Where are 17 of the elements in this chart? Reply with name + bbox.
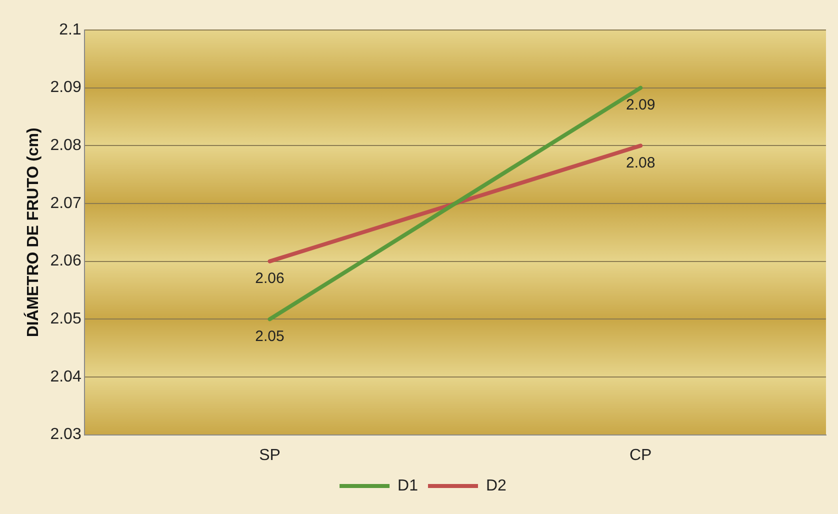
y-tick-label: 2.03: [50, 426, 82, 444]
y-tick-label: 2.1: [59, 21, 82, 38]
y-tick-label: 2.04: [50, 368, 82, 386]
y-tick-label: 2.05: [50, 310, 82, 328]
legend-label: D2: [486, 477, 507, 494]
x-tick-label: SP: [259, 446, 280, 464]
data-label: 2.05: [255, 328, 284, 345]
legend-label: D1: [398, 477, 418, 494]
y-tick-label: 2.07: [50, 194, 82, 212]
y-tick-label: 2.09: [50, 79, 82, 96]
data-label: 2.08: [626, 154, 656, 172]
x-tick-label: CP: [629, 446, 652, 464]
data-label: 2.06: [255, 270, 284, 287]
y-tick-label: 2.08: [50, 137, 82, 154]
data-label: 2.09: [626, 96, 656, 114]
y-axis-title: DIÁMETRO DE FRUTO (cm): [23, 128, 42, 338]
y-tick-label: 2.06: [50, 252, 82, 270]
